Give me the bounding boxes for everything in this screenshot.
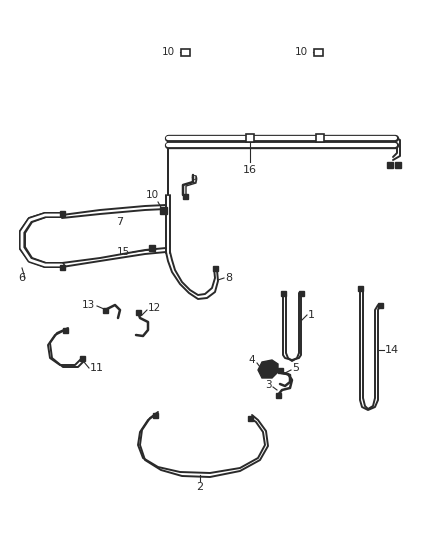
Bar — [316, 134, 324, 142]
Text: 10: 10 — [295, 47, 308, 57]
Bar — [395, 162, 401, 168]
Bar — [246, 134, 254, 142]
Text: 16: 16 — [243, 165, 257, 175]
Bar — [276, 392, 280, 398]
Bar — [180, 49, 190, 55]
Bar — [152, 413, 158, 417]
Text: 11: 11 — [90, 363, 104, 373]
Text: 13: 13 — [82, 300, 95, 310]
Bar — [299, 290, 304, 295]
Bar — [212, 265, 218, 271]
Text: 8: 8 — [225, 273, 232, 283]
Bar — [149, 245, 155, 251]
Text: 14: 14 — [385, 345, 399, 355]
Text: 15: 15 — [117, 247, 130, 257]
Bar — [247, 416, 252, 421]
Bar — [102, 308, 107, 312]
Bar — [63, 327, 67, 333]
Bar — [280, 290, 286, 295]
Bar — [278, 367, 283, 373]
Text: 10: 10 — [145, 190, 159, 200]
Text: 9: 9 — [190, 175, 197, 185]
Text: 5: 5 — [292, 363, 299, 373]
Bar — [183, 193, 187, 198]
Text: 2: 2 — [196, 482, 204, 492]
Text: 6: 6 — [18, 273, 25, 283]
Bar — [60, 211, 64, 215]
Bar — [60, 264, 64, 270]
Polygon shape — [258, 360, 278, 378]
Bar — [135, 310, 141, 314]
Text: 12: 12 — [148, 303, 161, 313]
Bar — [314, 49, 322, 55]
Text: 3: 3 — [265, 380, 272, 390]
Text: 1: 1 — [308, 310, 315, 320]
Text: 7: 7 — [117, 217, 124, 227]
Bar — [378, 303, 382, 308]
Bar — [387, 162, 393, 168]
Bar — [159, 206, 166, 214]
Text: 4: 4 — [248, 355, 255, 365]
Text: 10: 10 — [162, 47, 175, 57]
Bar — [80, 356, 85, 360]
Bar — [357, 286, 363, 290]
